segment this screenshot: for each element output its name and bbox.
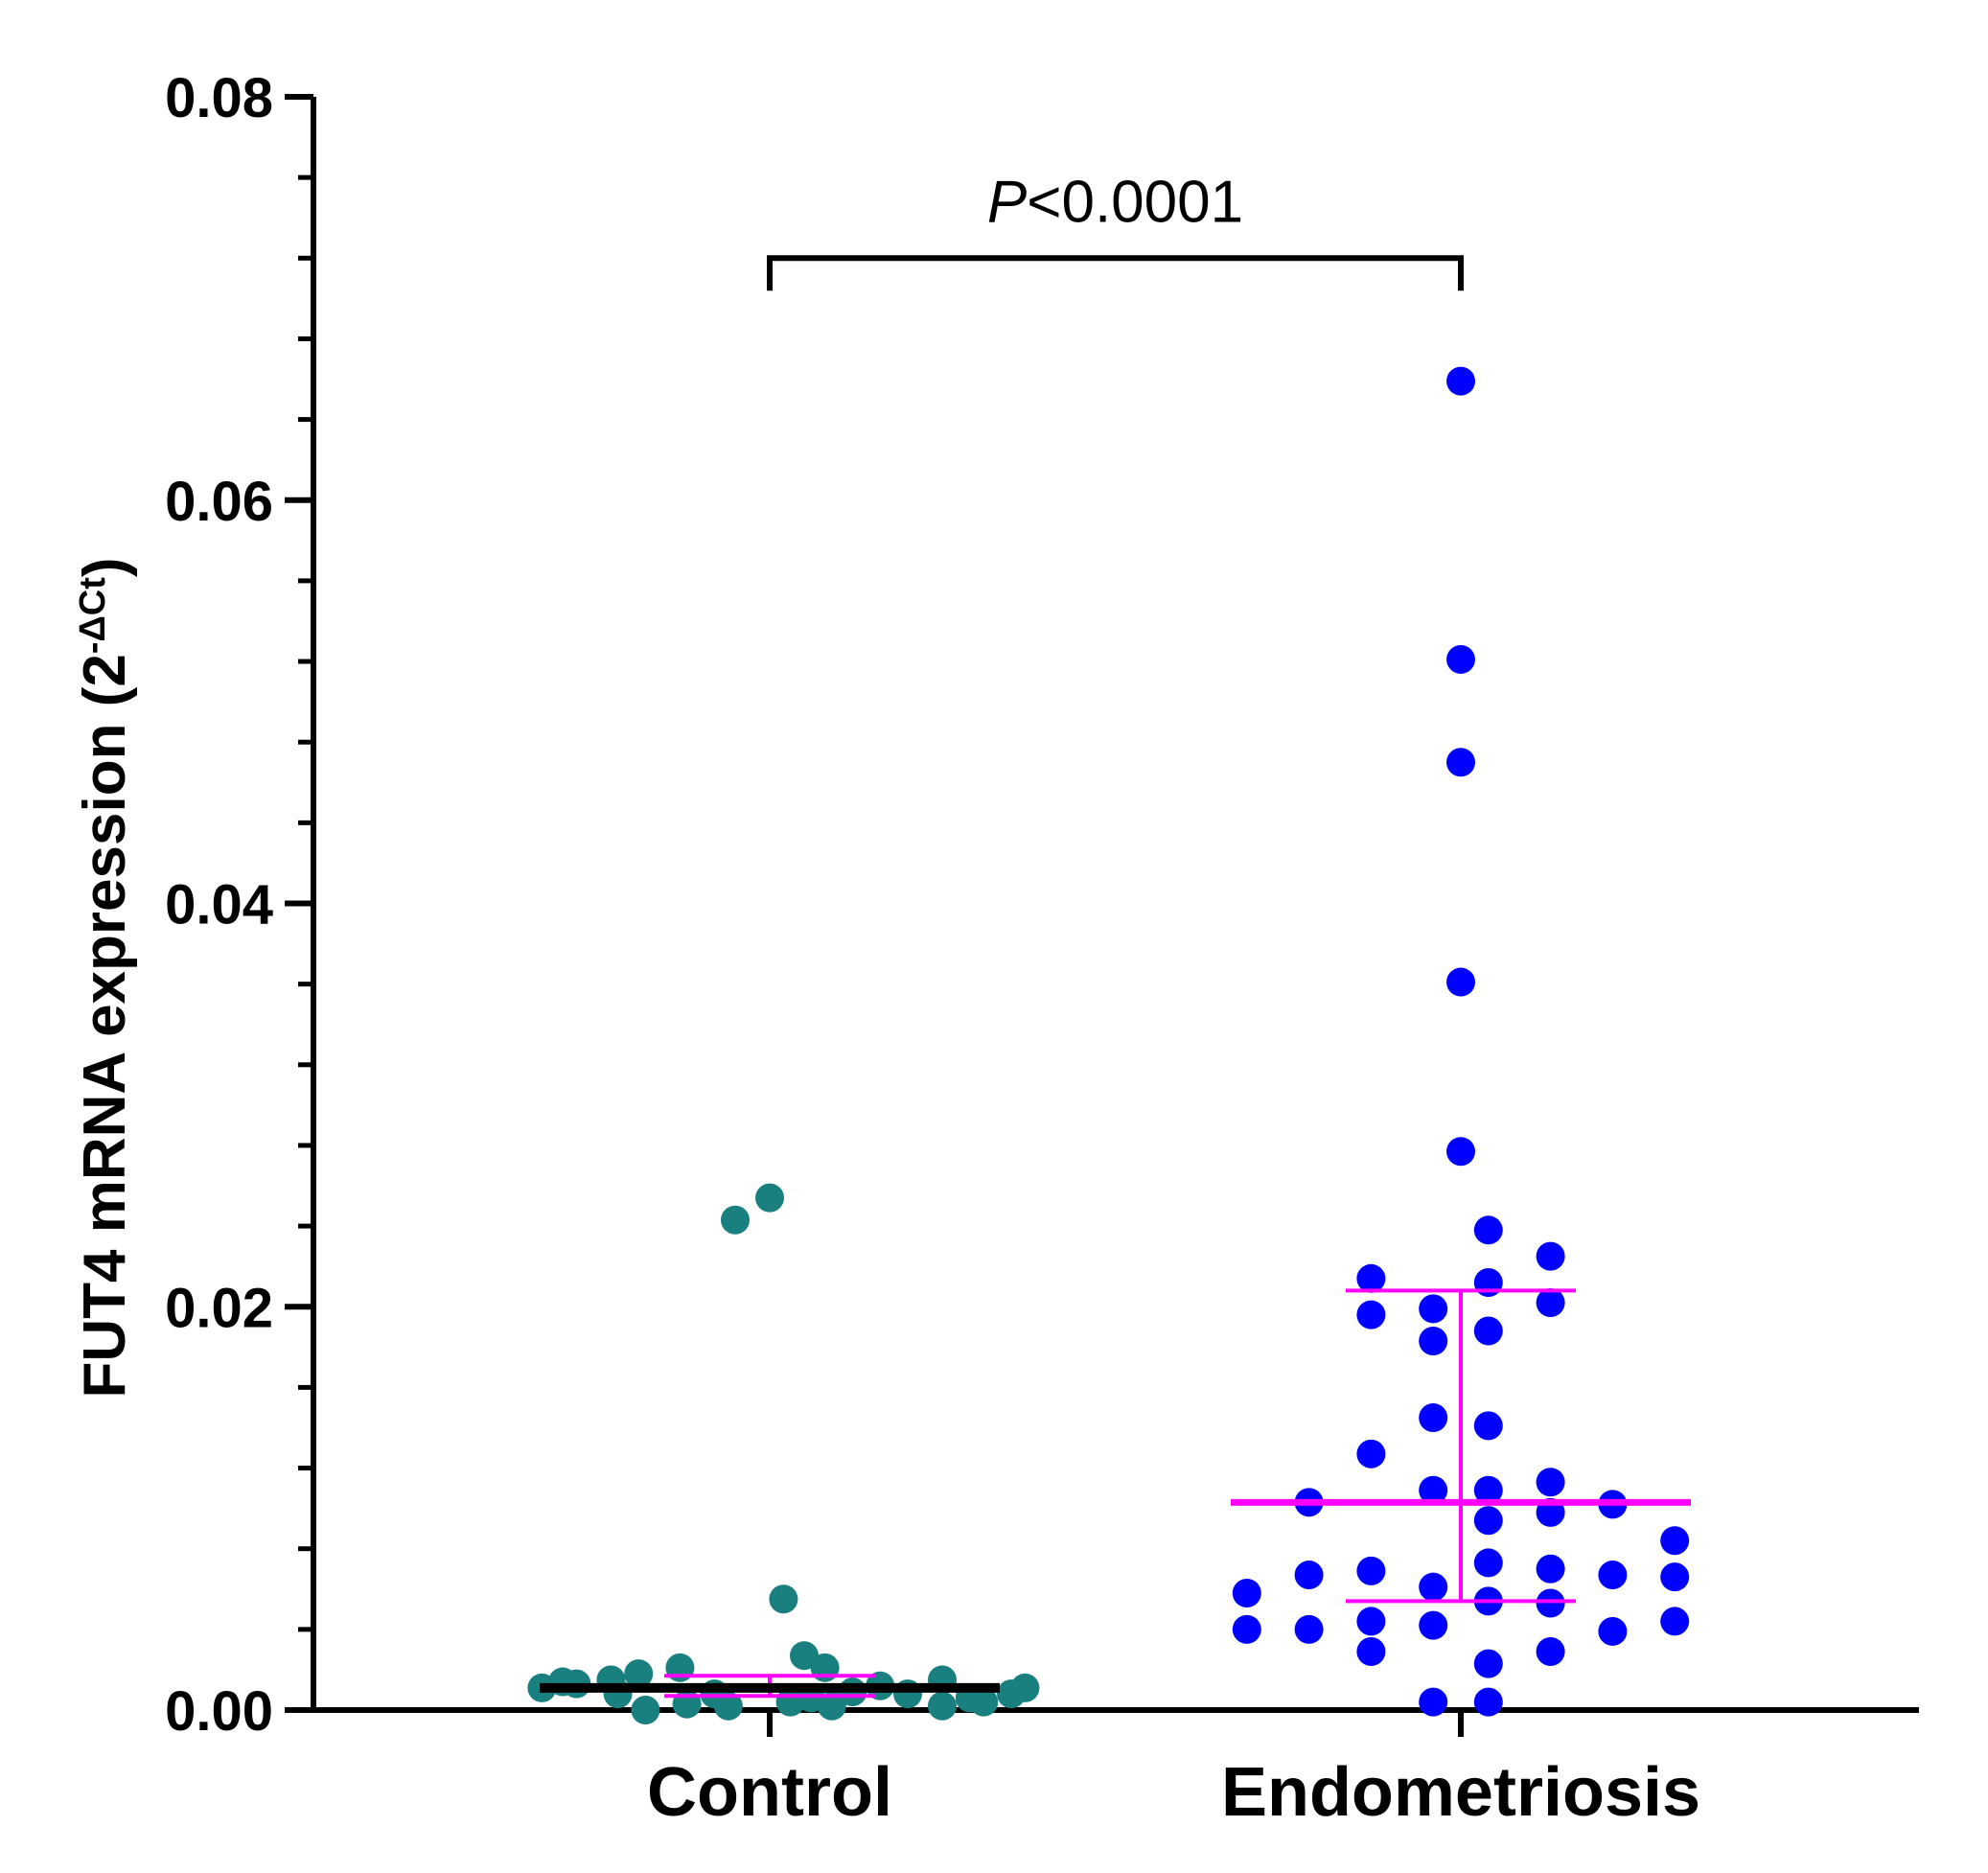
data-point (1356, 1556, 1386, 1585)
data-point (1536, 1241, 1565, 1271)
data-point (721, 1205, 750, 1235)
data-point (1473, 1268, 1503, 1298)
data-point (928, 1691, 957, 1721)
annotations: P<0.0001 (767, 169, 1464, 291)
data-point (1294, 1614, 1324, 1644)
y-axis-title-close: ) (72, 557, 138, 577)
y-tick-label: 0.06 (165, 471, 273, 533)
data-point (1598, 1616, 1628, 1646)
data-point (769, 1584, 798, 1614)
p-value-text: <0.0001 (1027, 169, 1243, 235)
series-endometriosis (1231, 366, 1691, 1717)
data-point (1356, 1636, 1386, 1666)
data-point (810, 1653, 840, 1682)
x-category-label: Control (647, 1754, 892, 1831)
plot-marks (527, 366, 1691, 1724)
data-point (1446, 366, 1475, 396)
series-control (527, 1183, 1040, 1724)
data-point (1473, 1475, 1503, 1505)
data-point (1419, 1687, 1448, 1717)
data-point (1536, 1636, 1565, 1666)
data-point (1419, 1475, 1448, 1505)
data-point (1660, 1607, 1690, 1636)
data-point (1536, 1554, 1565, 1584)
y-tick-label: 0.00 (165, 1680, 273, 1743)
data-point (1536, 1588, 1565, 1618)
p-value-symbol: P (987, 169, 1027, 235)
data-point (1419, 1610, 1448, 1640)
data-point (665, 1653, 695, 1682)
data-point (790, 1641, 819, 1671)
data-point (1473, 1215, 1503, 1245)
data-point (1010, 1673, 1040, 1702)
data-point (1419, 1402, 1448, 1432)
y-tick-label: 0.08 (165, 67, 273, 129)
data-point (631, 1696, 660, 1724)
data-point (755, 1183, 784, 1213)
data-point (1419, 1327, 1448, 1356)
data-point (969, 1687, 999, 1717)
data-point (1232, 1614, 1261, 1644)
p-value-label: P<0.0001 (987, 169, 1243, 235)
data-point (1446, 644, 1475, 674)
data-point (1446, 1137, 1475, 1167)
data-point (1419, 1572, 1448, 1602)
x-category-label: Endometriosis (1221, 1754, 1700, 1831)
data-point (1356, 1439, 1386, 1468)
data-point (1446, 748, 1475, 777)
data-point (1473, 1687, 1503, 1717)
data-point (1294, 1561, 1324, 1590)
data-point (1356, 1263, 1386, 1293)
data-point (1598, 1561, 1628, 1590)
data-point (1473, 1548, 1503, 1578)
data-point (1536, 1288, 1565, 1318)
data-point (1356, 1300, 1386, 1330)
data-point (1660, 1526, 1690, 1556)
y-axis-title-group: FUT4 mRNA expression (2-ΔCt) (72, 557, 138, 1398)
data-point (1446, 967, 1475, 997)
data-point (1660, 1562, 1690, 1592)
data-point (624, 1659, 654, 1689)
data-point (1419, 1294, 1448, 1324)
data-point (817, 1691, 846, 1721)
data-point (1473, 1411, 1503, 1441)
axes: 0.00 0.02 0.04 0.06 0.08 Control Endometriosis (165, 67, 1919, 1831)
bracket-line (767, 255, 1464, 291)
significance-bracket: P<0.0001 (767, 169, 1464, 291)
data-point (1473, 1649, 1503, 1678)
y-axis-title-main: FUT4 mRNA expression (2 (72, 654, 138, 1398)
data-point (1473, 1316, 1503, 1346)
data-point (1356, 1607, 1386, 1636)
data-point (1536, 1468, 1565, 1497)
data-point (1473, 1506, 1503, 1536)
data-point (1232, 1578, 1261, 1607)
y-axis-title: FUT4 mRNA expression (2-ΔCt) (72, 557, 138, 1398)
y-tick-label: 0.04 (165, 874, 273, 936)
y-axis-title-superscript: -ΔCt (73, 577, 113, 654)
y-tick-label: 0.02 (165, 1277, 273, 1339)
data-point (672, 1689, 702, 1719)
